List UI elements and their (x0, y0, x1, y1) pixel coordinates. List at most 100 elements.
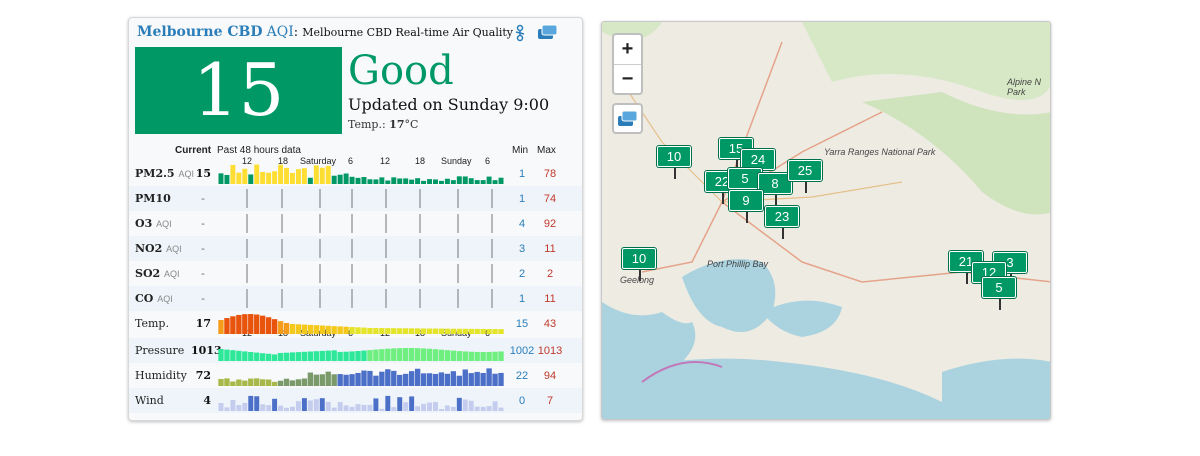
widget-header: Melbourne CBD AQI: Melbourne CBD Real-ti… (137, 24, 513, 40)
time-tick-label: 6 (348, 156, 354, 166)
map-layers-button[interactable] (612, 103, 643, 134)
row-history-chart[interactable] (218, 211, 504, 236)
row-max-value: 92 (543, 218, 557, 230)
row-unit-label: AQI (156, 219, 172, 229)
row-current-value: 4 (203, 394, 211, 407)
row-history-chart[interactable] (218, 338, 504, 363)
row-pollutant-name: O3 AQI (135, 217, 172, 230)
aqi-level-label: Good (348, 48, 454, 94)
row-unit-label: AQI (164, 269, 180, 279)
station-marker[interactable]: 8 (758, 173, 792, 194)
history-row: SO2 AQI - 2 2 (129, 261, 582, 286)
row-history-chart[interactable] (218, 261, 504, 286)
history-row: CO AQI -1 11 (129, 286, 582, 311)
station-marker[interactable]: 10 (657, 146, 691, 167)
row-min-value: 22 (515, 370, 529, 382)
row-history-chart[interactable] (218, 286, 504, 311)
row-max-value: 94 (543, 370, 557, 382)
row-name-text: NO2 (135, 242, 163, 255)
row-pollutant-name: Pressure (135, 344, 184, 357)
row-pollutant-name: PM10 (135, 192, 171, 205)
marker-pin (966, 272, 968, 284)
row-max-value: 11 (544, 243, 556, 255)
row-min-value: 1 (518, 193, 526, 205)
aqi-label: AQI (266, 24, 294, 40)
map-label-alpine: Alpine N Park (1007, 77, 1042, 97)
history-row: Humidity 72 22 94 (129, 363, 582, 388)
history-row: Pressure 1013 1002 1013 (129, 338, 582, 363)
time-tick-label: Saturday (300, 156, 337, 166)
row-max-value: 74 (543, 193, 557, 205)
row-max-value: 11 (544, 293, 556, 305)
row-current-value: - (201, 217, 205, 230)
temp-unit: °C (404, 118, 419, 131)
map-label-yarra: Yarra Ranges National Park (824, 147, 936, 157)
station-marker[interactable]: 23 (765, 206, 799, 227)
history-row: O3 AQI - 4 92 (129, 211, 582, 236)
station-marker[interactable]: 24 (741, 149, 775, 170)
zoom-in-button[interactable]: + (621, 38, 634, 60)
history-row: Wind 4 0 7 (129, 388, 582, 413)
row-current-value: - (201, 242, 205, 255)
row-history-chart[interactable] (218, 236, 504, 261)
header-description: Melbourne CBD Real-time Air Quality (302, 26, 513, 39)
temp-value: 17 (389, 118, 405, 131)
row-unit-label: AQI (166, 244, 182, 254)
row-history-chart[interactable] (218, 186, 504, 211)
zoom-control: + − (612, 33, 643, 95)
row-name-text: O3 (135, 217, 153, 230)
marker-pin (722, 192, 724, 204)
row-max-value: 7 (546, 395, 554, 407)
row-max-value: 1013 (537, 345, 563, 357)
current-temperature: Temp.: 17°C (348, 118, 418, 131)
map-panel[interactable]: Yarra Ranges National Park Port Phillip … (601, 21, 1051, 420)
history-row: NO2 AQI - 3 11 (129, 236, 582, 261)
row-history-chart[interactable] (218, 311, 504, 336)
time-tick-label: Sunday (441, 156, 472, 166)
city-name-link[interactable]: Melbourne CBD (137, 24, 263, 40)
row-min-value: 0 (518, 395, 526, 407)
row-min-value: 1002 (509, 345, 535, 357)
station-marker[interactable]: 5 (982, 277, 1016, 298)
row-min-value: 15 (515, 318, 529, 330)
row-name-text: Pressure (135, 344, 185, 357)
row-name-text: Temp. (135, 317, 169, 330)
map-background[interactable] (602, 22, 1051, 420)
row-current-value: 15 (195, 167, 211, 180)
row-pollutant-name: Wind (135, 394, 164, 407)
time-tick-label: 12 (380, 328, 391, 338)
history-row: PM10 - 1 74 (129, 186, 582, 211)
marker-pin (805, 181, 807, 193)
time-tick-label: 18 (415, 156, 426, 166)
row-name-text: Wind (135, 394, 164, 407)
widget-layers-icon[interactable] (537, 24, 559, 44)
updated-time: Updated on Sunday 9:00 (348, 95, 550, 114)
row-history-chart[interactable] (218, 388, 504, 413)
row-max-value: 43 (543, 318, 557, 330)
row-pollutant-name: NO2 AQI (135, 242, 182, 255)
station-marker[interactable]: 9 (729, 190, 763, 211)
map-label-bay: Port Phillip Bay (707, 259, 769, 269)
row-pollutant-name: CO AQI (135, 292, 173, 305)
row-pollutant-name: Humidity (135, 369, 187, 382)
marker-pin (999, 298, 1001, 310)
row-history-chart[interactable] (218, 161, 504, 186)
row-min-value: 4 (518, 218, 526, 230)
zoom-out-button[interactable]: − (614, 64, 641, 93)
station-marker[interactable]: 5 (728, 168, 762, 189)
time-tick-label: 12 (380, 156, 391, 166)
row-name-text: SO2 (135, 267, 161, 280)
time-tick-label: 12 (242, 156, 253, 166)
row-unit-label: AQI (157, 294, 173, 304)
temp-label: Temp.: (348, 118, 386, 131)
row-current-value: - (201, 292, 205, 305)
aqi-widget: Melbourne CBD AQI: Melbourne CBD Real-ti… (128, 17, 583, 421)
row-current-value: 17 (195, 317, 211, 330)
station-marker[interactable]: 10 (622, 248, 656, 269)
share-icon[interactable] (512, 24, 528, 46)
station-marker[interactable]: 25 (788, 160, 822, 181)
header-separator: : (293, 25, 299, 40)
row-min-value: 3 (518, 243, 526, 255)
row-max-value: 2 (546, 268, 554, 280)
row-history-chart[interactable] (218, 363, 504, 388)
